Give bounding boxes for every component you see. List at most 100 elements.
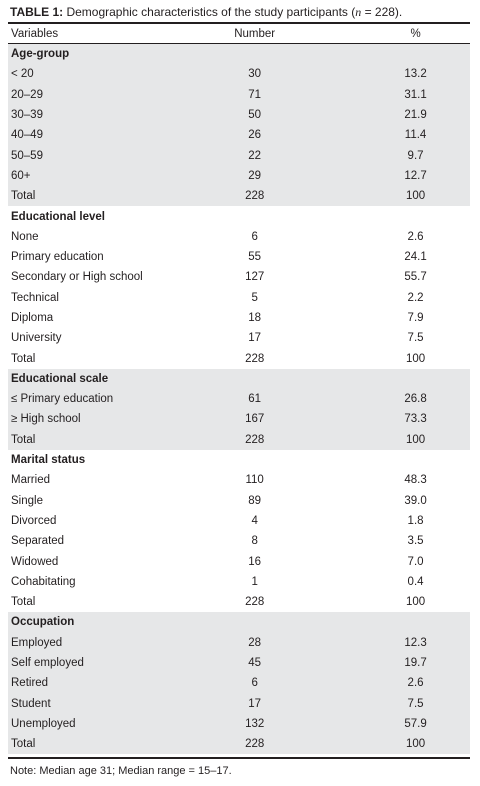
number-cell: 55 [248,251,262,264]
row-label: 20–29 [11,88,43,101]
row-label: Total [11,190,36,203]
percent-cell: 73.3 [404,413,427,426]
table-row: Total 228 100 [8,186,470,207]
row-label: Self employed [11,657,84,670]
percent-cell: 55.7 [404,271,427,284]
section-title: Occupation [11,616,75,629]
row-label: Primary education [11,251,104,264]
caption-label: TABLE 1: [10,5,64,19]
percent-cell: 48.3 [404,474,427,487]
number-cell: 132 [245,717,265,730]
row-label: Divorced [11,514,57,527]
table-row: Total 228 100 [8,592,470,612]
number-cell: 5 [251,291,258,304]
number-cell: 29 [248,169,262,182]
bottom-rule [8,757,470,759]
percent-cell: 100 [405,190,426,203]
table-note: Note: Median age 31; Median range = 15–1… [10,765,232,777]
number-cell: 1 [251,575,258,588]
table-row: ≥ High school 167 73.3 [8,409,470,430]
percent-cell: 0.4 [407,575,424,588]
number-cell: 6 [251,677,258,690]
table-row: 20–29 71 31.1 [8,84,470,105]
number-cell: 50 [248,109,262,122]
number-cell: 228 [245,738,265,751]
section-title: Age-group [11,48,70,61]
table-row: ≤ Primary education 61 26.8 [8,389,470,410]
row-label: Unemployed [11,717,76,730]
number-cell: 16 [248,555,262,568]
number-cell: 22 [248,149,262,162]
percent-cell: 7.0 [407,555,424,568]
table-row: 40–49 26 11.4 [8,125,470,146]
row-label: 50–59 [11,149,43,162]
row-label: Total [11,352,36,365]
row-label: Student [11,697,51,710]
number-cell: 6 [251,230,258,243]
number-cell: 17 [248,697,262,710]
row-label: Separated [11,535,65,548]
number-cell: 71 [248,88,262,101]
row-label: Widowed [11,555,59,568]
table-row: Widowed 16 7.0 [8,551,470,571]
percent-cell: 3.5 [407,535,424,548]
section-header-row: Educational scale [8,368,470,390]
table-row: Divorced 4 1.8 [8,511,470,531]
table-row: University 17 7.5 [8,328,470,348]
table-row: Total 228 100 [8,429,470,450]
number-cell: 45 [248,657,262,670]
table-row: Primary education 55 24.1 [8,247,470,267]
number-cell: 8 [251,535,258,548]
number-cell: 30 [248,68,262,81]
percent-cell: 2.6 [407,230,424,243]
percent-cell: 26.8 [404,393,427,406]
section-title: Marital status [11,454,86,467]
table-row: Single 89 39.0 [8,491,470,511]
section-header-row: Occupation [8,612,470,633]
row-label: ≤ Primary education [11,393,114,406]
table-row: Unemployed 132 57.9 [8,713,470,735]
table-row: Technical 5 2.2 [8,288,470,308]
number-cell: 228 [245,352,265,365]
number-cell: 127 [245,271,265,284]
row-label: 30–39 [11,109,43,122]
row-label: Single [11,494,43,507]
table-row: Total 228 100 [8,734,470,755]
percent-cell: 21.9 [404,109,427,122]
percent-cell: 7.5 [407,332,424,345]
percent-cell: 100 [405,352,426,365]
percent-cell: 24.1 [404,251,427,264]
table-row: Married 110 48.3 [8,470,470,490]
row-label: Technical [11,291,59,304]
table-header-row: Variables Number % [8,24,470,44]
percent-cell: 13.2 [404,68,427,81]
table-row: Retired 6 2.6 [8,673,470,694]
percent-cell: 100 [405,596,426,609]
number-cell: 228 [245,433,265,446]
table-row: Separated 8 3.5 [8,531,470,551]
table-row: Employed 28 12.3 [8,632,470,653]
row-label: University [11,332,62,345]
number-cell: 17 [248,332,262,345]
row-label: Diploma [11,312,54,324]
section-header-row: Marital status [8,450,470,470]
percent-cell: 19.7 [404,657,427,670]
caption-n-symbol: n [355,5,362,19]
caption-text: Demographic characteristics of the study… [63,5,356,19]
table-row: 30–39 50 21.9 [8,104,470,126]
table-caption: TABLE 1: Demographic characteristics of … [10,4,472,20]
table-row: < 20 30 13.2 [8,64,470,85]
percent-cell: 12.3 [404,636,427,649]
caption-text-end: = 228). [361,5,403,19]
section-header-row: Educational level [8,206,470,226]
section-title: Educational scale [11,372,109,385]
table-row: 60+ 29 12.7 [8,165,470,187]
number-cell: 89 [248,494,262,507]
percent-cell: 1.8 [407,514,424,527]
number-cell: 18 [248,312,262,324]
table-row: Cohabitating 1 0.4 [8,572,470,592]
number-cell: 167 [245,413,265,426]
number-cell: 61 [248,393,262,406]
row-label: < 20 [11,68,34,81]
